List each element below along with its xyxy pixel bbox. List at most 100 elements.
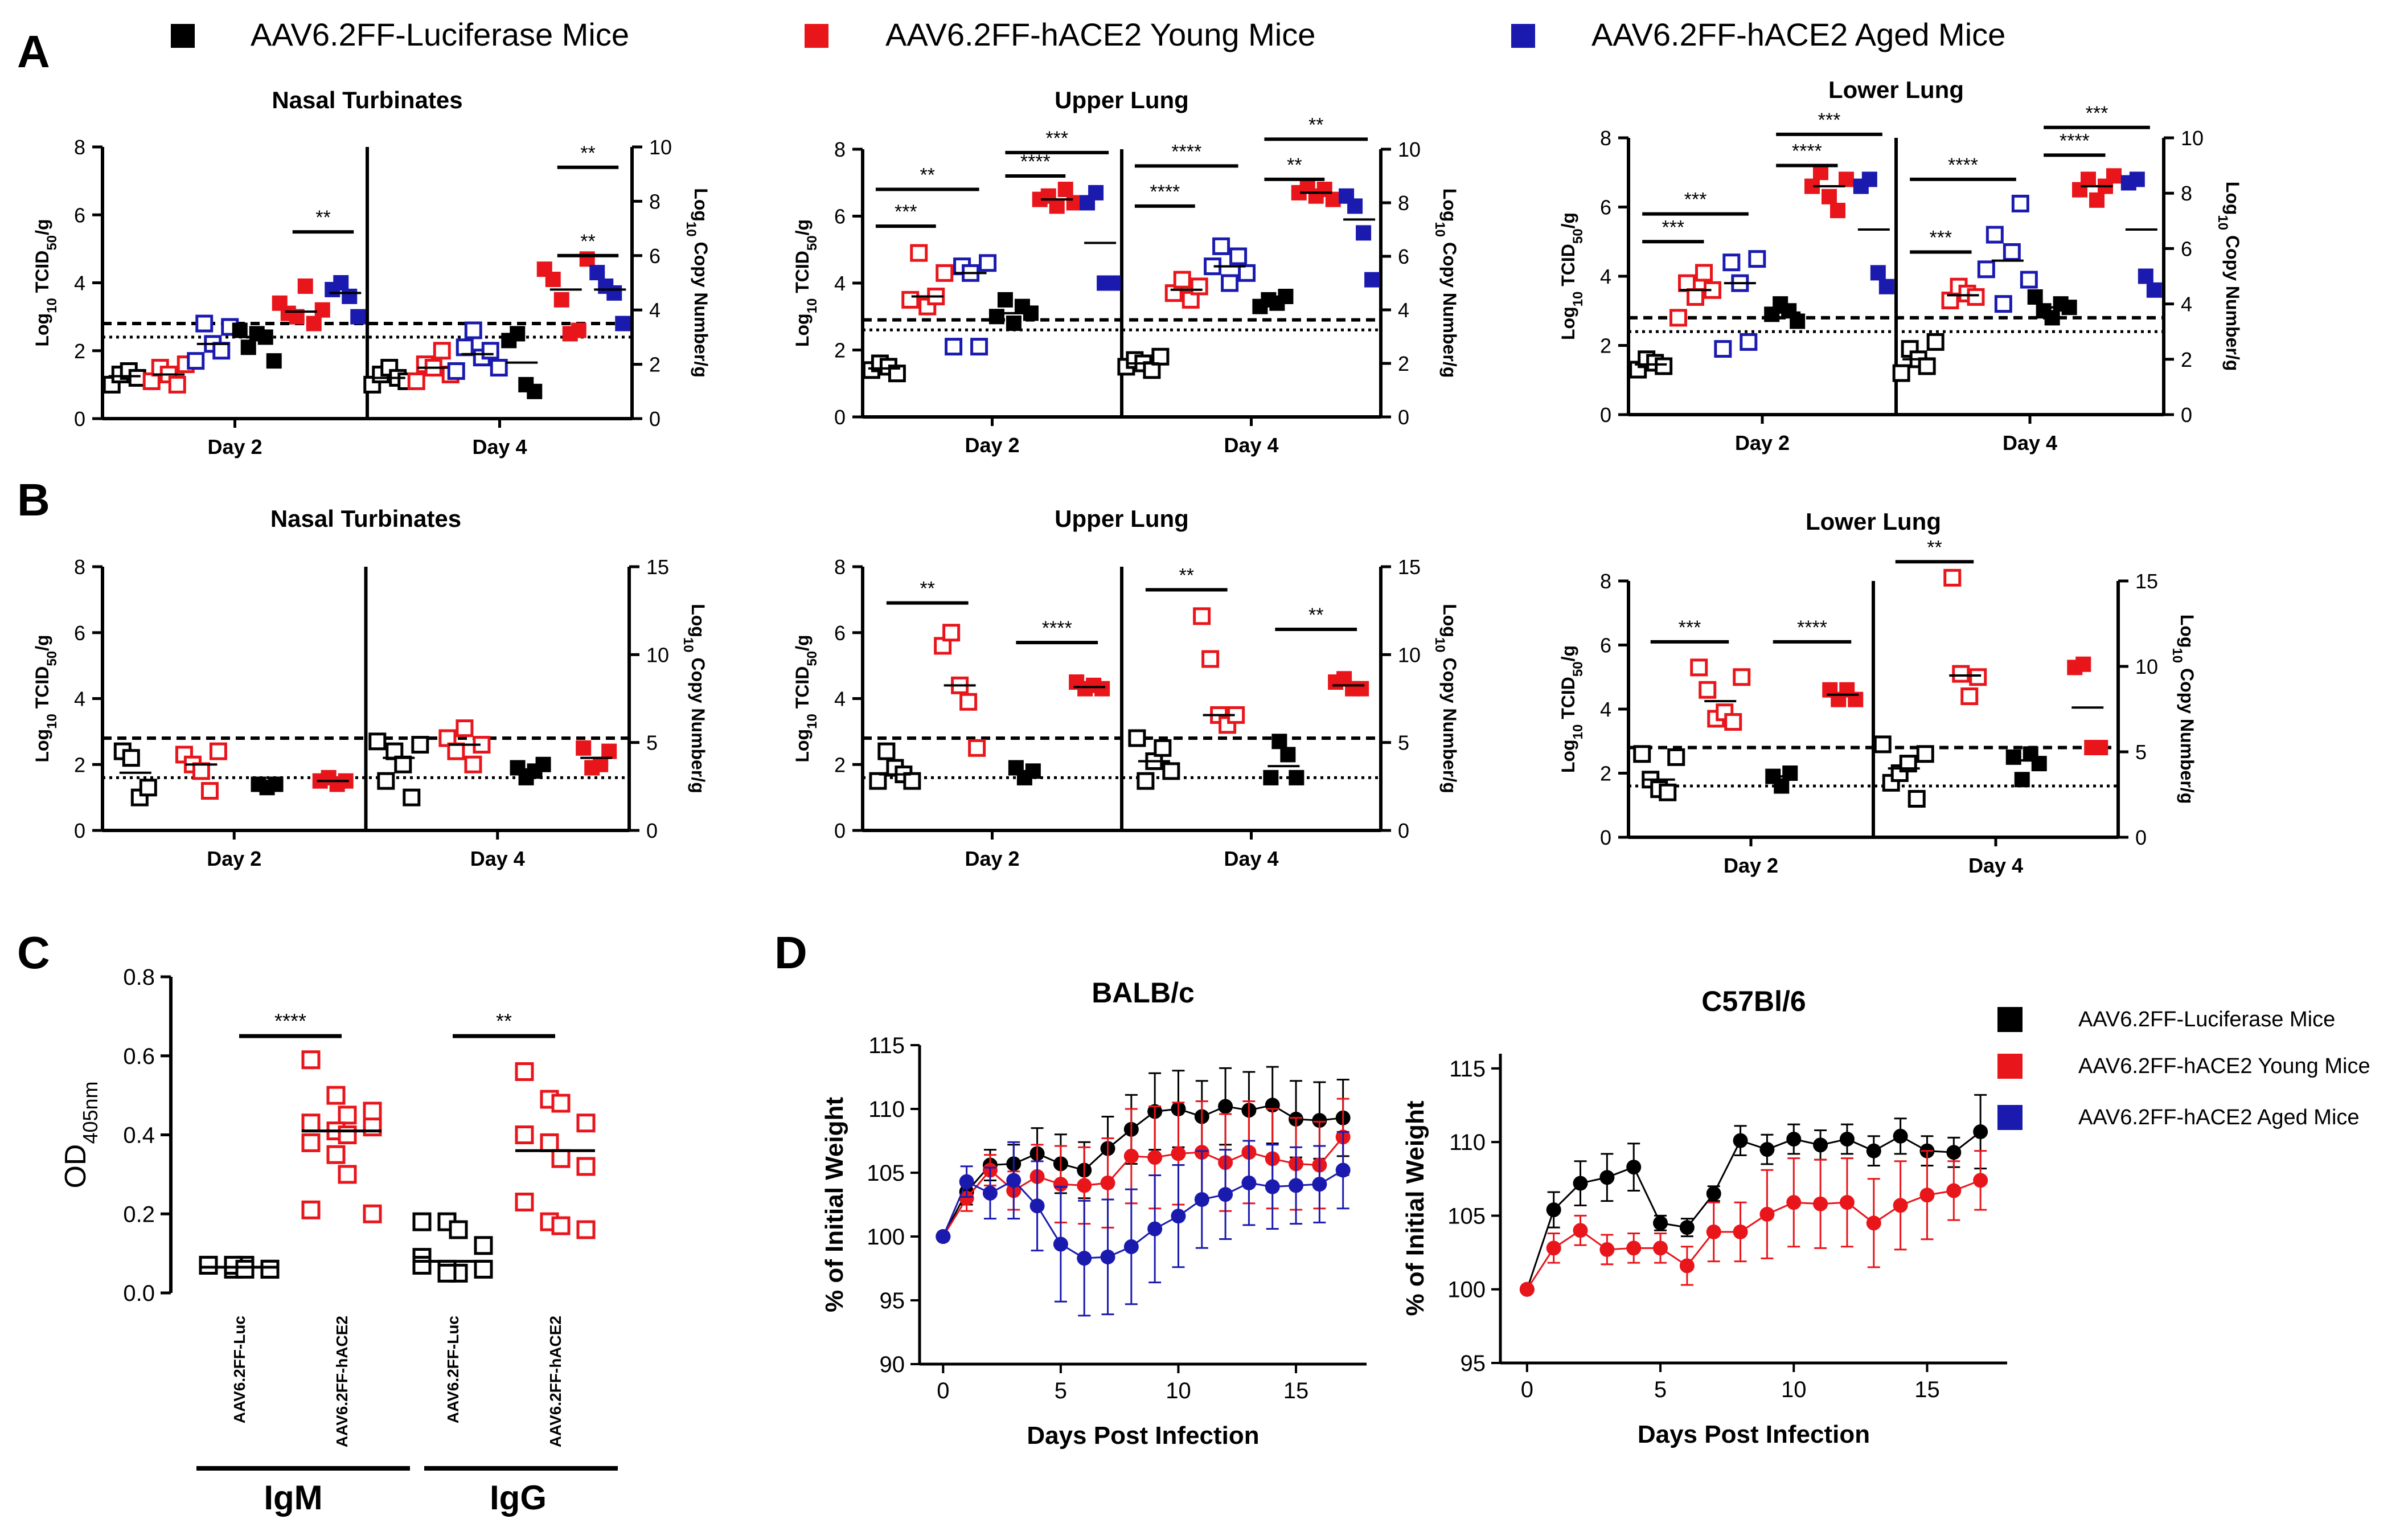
data-point [474,1259,493,1279]
y-tick-label: 0.0 [123,1281,155,1306]
data-point [1271,734,1287,750]
data-point [212,342,231,360]
data-point [411,736,429,754]
data-point [988,309,1004,325]
y2-tick-label: 10 [1398,643,1421,666]
significance-label: ** [315,207,330,228]
group-luc-filled [510,756,551,785]
data-point [1986,226,2004,244]
data-point [571,322,586,338]
y-tick-label: 0 [834,406,846,429]
data-point [301,1133,321,1152]
data-point [1830,203,1845,219]
data-point [1873,735,1892,754]
data-point [363,1204,382,1223]
x-category-label: AAV6.2FF-Luc [231,1316,248,1423]
data-point [1866,1215,1881,1231]
y2-tick-label: 6 [649,244,661,268]
data-point [1892,364,1910,382]
y2-tick-label: 10 [649,136,672,159]
data-point [338,1125,357,1144]
x-tick-label: 5 [1055,1378,1067,1403]
data-point [1218,1099,1233,1114]
chart-title: C57Bl/6 [1701,985,1806,1017]
data-point [1218,1187,1233,1202]
data-point [1100,1175,1115,1190]
data-point [1690,658,1708,677]
panel-label-b: B [17,474,50,525]
data-point [576,740,592,756]
significance-label: *** [895,201,917,223]
data-point [551,1094,571,1113]
data-point [982,1185,998,1201]
data-point [490,359,508,377]
data-point [1878,279,1894,294]
data-point [1599,1242,1615,1257]
panel-label-d: D [774,927,807,978]
group-young-filled [576,740,617,776]
y-tick-label: 4 [74,272,85,295]
x-tick-label: Day 2 [965,433,1019,457]
data-point [1861,171,1877,187]
data-point [1364,272,1380,288]
data-point [338,1165,357,1184]
legend-swatch-luciferase [171,24,195,48]
data-point [1123,1239,1139,1254]
chart-title: BALB/c [1092,977,1195,1009]
significance-label: *** [1662,216,1684,238]
y-tick-label: 0 [1600,403,1611,427]
x-tick-label: Day 4 [1968,854,2023,877]
data-point [615,316,631,331]
data-point [407,372,425,390]
y-tick-label: 105 [867,1161,905,1186]
significance-label: ** [1927,537,1942,558]
data-point [527,383,543,399]
data-point [187,352,205,370]
y2-axis-label: Log10 Copy Number/g [684,188,712,377]
significance-label: *** [1818,109,1841,131]
data-point [412,1255,432,1275]
data-point [1519,1282,1535,1297]
chart-title: Upper Lung [1055,87,1189,113]
series-line [942,1104,1343,1237]
y2-tick-label: 5 [2135,740,2147,764]
y-tick-label: 8 [1600,570,1611,593]
significance-label: *** [1679,617,1701,638]
y2-tick-label: 5 [1398,731,1409,755]
data-point [936,1229,951,1244]
y-tick-label: 110 [868,1097,905,1122]
data-point [456,719,474,738]
data-point [128,369,146,387]
group-young-filled [1291,178,1341,207]
group-aged-open [187,314,239,370]
data-point [1154,739,1172,757]
scatter-chart-3: 0 2 4 6 8 0 2 4 6 8 10 Lower Lung Day 2 Day 4 Log10 TC… [1558,76,2243,455]
y-tick-label: 100 [1447,1278,1486,1303]
data-point [1289,1178,1304,1193]
group-luc-filled [501,326,543,399]
data-point [936,264,954,282]
data-point [1193,607,1211,625]
data-point [377,772,395,790]
data-point [1870,265,1886,281]
data-point [2093,740,2108,755]
data-point [1263,769,1279,785]
y-tick-label: 115 [1449,1057,1486,1082]
data-point [1599,1170,1615,1185]
y-tick-label: 2 [834,753,846,776]
significance-label: **** [1171,141,1201,162]
y-tick-label: 6 [834,205,846,228]
group-luc-filled [1252,289,1294,314]
y-tick-label: 2 [834,339,846,362]
data-point [1946,1183,1962,1198]
legend-label: AAV6.2FF-hACE2 Young Mice [2078,1054,2370,1078]
y2-axis-label: Log10 Copy Number/g [1433,604,1461,793]
y2-tick-label: 4 [649,298,661,322]
group-aged-open [447,321,508,380]
data-point [240,339,256,355]
data-point [942,624,961,642]
data-point [515,1192,534,1211]
data-point [2003,243,2021,261]
data-point [232,322,248,338]
y2-axis-label: Log10 Copy Number/g [2216,182,2243,371]
